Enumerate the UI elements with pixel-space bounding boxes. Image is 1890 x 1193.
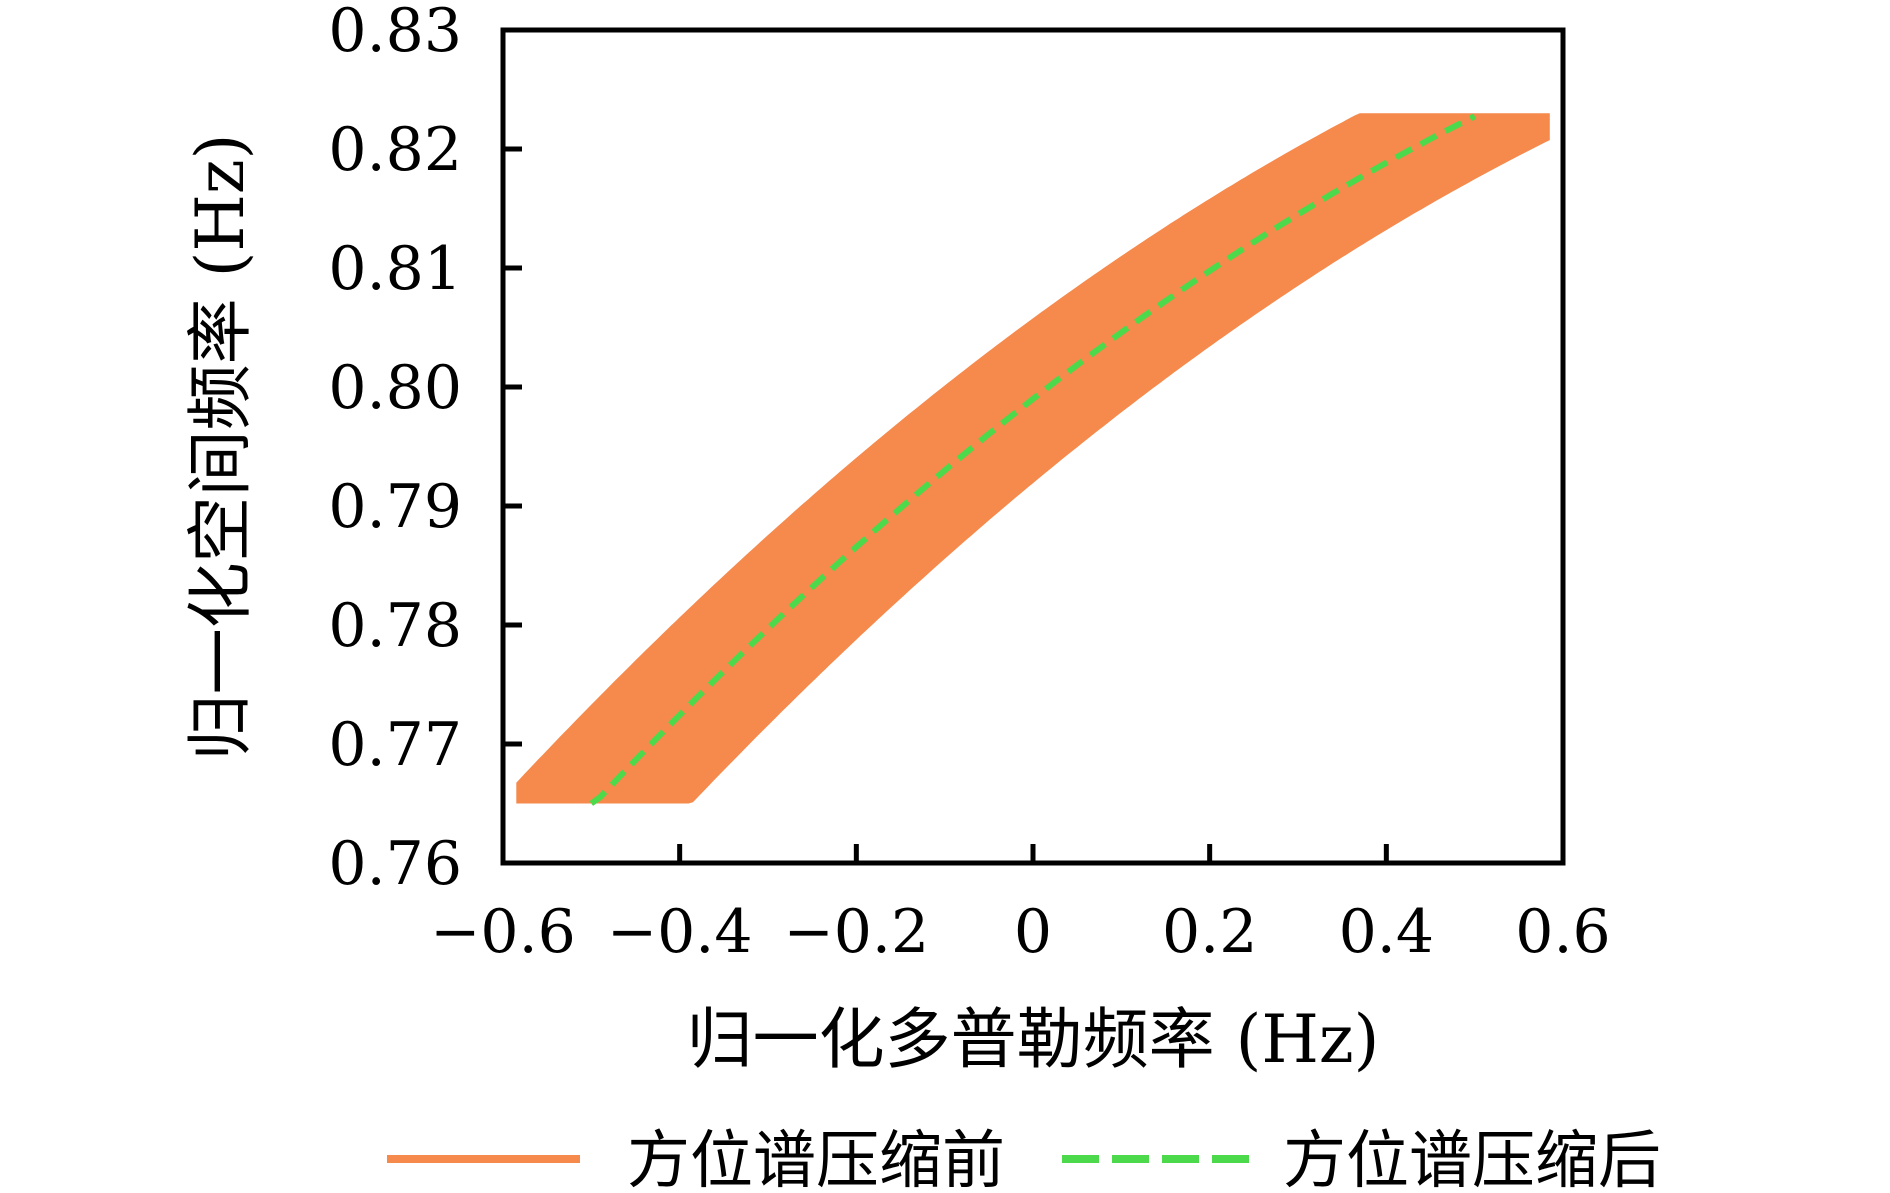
dashed-line-series-group xyxy=(589,113,1477,806)
x-ticks-group: −0.6 −0.4 −0.2 0 0.2 0.4 0.6 xyxy=(430,844,1611,967)
x-tick-label: 0.4 xyxy=(1339,897,1434,967)
x-tick-label: −0.2 xyxy=(783,897,929,967)
y-axis-title: 归一化空间频率 (Hz) xyxy=(182,134,259,761)
y-tick-label: 0.81 xyxy=(328,234,462,304)
y-tick-label: 0.79 xyxy=(328,472,462,542)
legend-label-before-compression: 方位谱压缩前 xyxy=(627,1124,1005,1193)
y-tick-label: 0.77 xyxy=(328,710,462,780)
y-ticks-group: 0.76 0.77 0.78 0.79 0.80 0.81 0.82 0.83 xyxy=(328,0,522,899)
x-tick-label: −0.4 xyxy=(607,897,753,967)
legend-label-after-compression: 方位谱压缩后 xyxy=(1283,1124,1661,1193)
y-tick-label: 0.80 xyxy=(328,353,462,423)
x-tick-label: 0.2 xyxy=(1162,897,1257,967)
y-tick-label: 0.83 xyxy=(328,0,462,66)
x-tick-label: 0.6 xyxy=(1515,897,1610,967)
y-tick-label: 0.82 xyxy=(328,115,462,185)
band-before-compression xyxy=(516,113,1550,804)
x-axis-title: 归一化多普勒频率 (Hz) xyxy=(687,1001,1380,1078)
y-tick-label: 0.78 xyxy=(328,591,462,661)
legend: 方位谱压缩前 方位谱压缩后 xyxy=(387,1124,1661,1193)
x-tick-label: 0 xyxy=(1014,897,1052,967)
dashed-line-after-compression xyxy=(589,113,1477,806)
band-series-group xyxy=(516,113,1550,804)
y-tick-label: 0.76 xyxy=(328,829,462,899)
x-tick-label: −0.6 xyxy=(430,897,576,967)
